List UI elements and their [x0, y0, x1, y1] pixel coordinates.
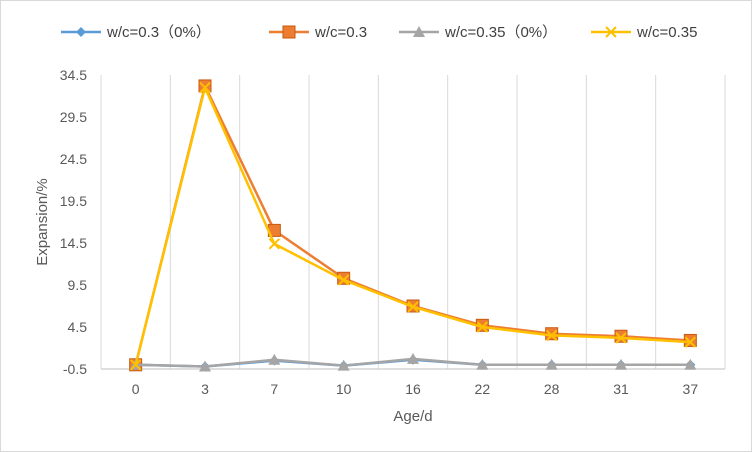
series-2-point: [614, 329, 628, 343]
series-4-point: [476, 321, 489, 333]
legend-label: w/c=0.35（0%）: [444, 24, 557, 41]
legend-label: w/c=0.35: [636, 24, 697, 41]
series-4-point: [407, 301, 419, 313]
x-tick-label: 37: [683, 381, 699, 397]
legend-marker: [76, 27, 86, 37]
series-4-point: [684, 336, 697, 348]
series-line-2: [134, 84, 691, 366]
series-line-4: [134, 86, 691, 366]
y-tick-label: 14.5: [60, 235, 87, 251]
x-tick-label: 7: [270, 381, 278, 397]
series-3-point: [684, 358, 697, 370]
series-3-point: [476, 358, 489, 370]
y-tick-label: 19.5: [60, 193, 87, 209]
y-tick-label: 24.5: [60, 151, 87, 167]
series-4-point: [615, 332, 627, 344]
y-axis-title: Expansion/%: [34, 178, 51, 266]
series-4-point: [545, 329, 558, 342]
legend-marker: [282, 25, 296, 39]
x-tick-label: 28: [544, 381, 560, 397]
y-tick-label: 34.5: [60, 67, 87, 83]
series-2-point: [683, 333, 697, 347]
legend-marker: [413, 26, 425, 37]
legend-marker: [605, 26, 617, 38]
y-tick-label: -0.5: [63, 361, 87, 377]
x-axis-title: Age/d: [393, 408, 432, 425]
legend-label: w/c=0.3: [314, 24, 367, 41]
x-tick-label: 3: [201, 381, 209, 397]
series-3-point: [545, 358, 558, 370]
x-tick-label: 31: [613, 381, 629, 397]
series-3-point: [268, 353, 281, 365]
series-4-point: [337, 274, 350, 286]
y-tick-label: 9.5: [68, 277, 88, 293]
series-3-point: [615, 358, 627, 370]
y-tick-label: 29.5: [60, 109, 87, 125]
series-3-point: [407, 352, 419, 364]
series-3-point: [337, 359, 350, 371]
x-tick-label: 16: [405, 381, 421, 397]
series-3-point: [199, 360, 211, 372]
series-4-point: [199, 81, 211, 94]
x-tick-label: 10: [336, 381, 352, 397]
series-4-point: [129, 359, 142, 371]
x-tick-label: 22: [475, 381, 491, 397]
x-tick-label: 0: [132, 381, 140, 397]
y-tick-label: 4.5: [68, 319, 88, 335]
series-4-point: [268, 238, 281, 250]
legend-label: w/c=0.3（0%）: [106, 24, 211, 41]
